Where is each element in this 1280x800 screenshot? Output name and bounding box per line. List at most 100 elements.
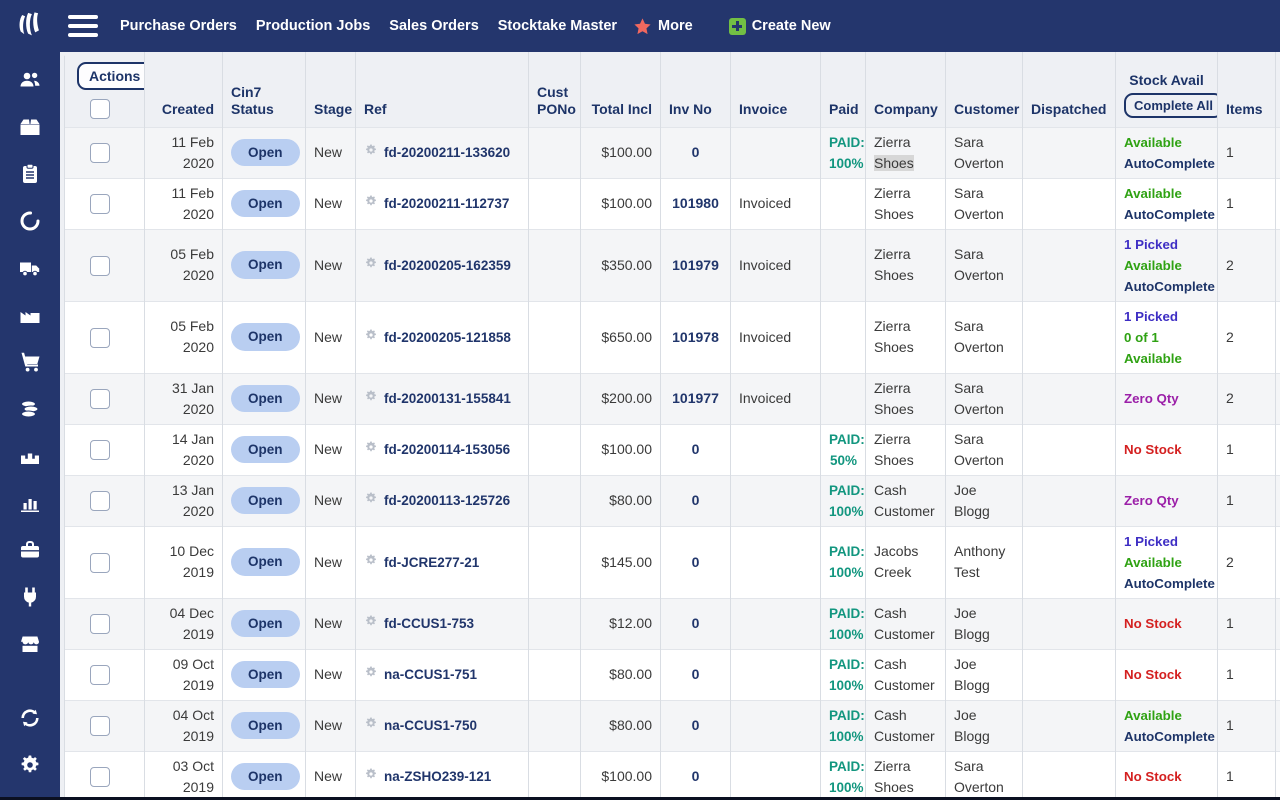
row-checkbox[interactable] xyxy=(90,716,110,737)
ref-link[interactable]: na-CCUS1-750 xyxy=(384,718,478,733)
status-badge[interactable]: Open xyxy=(231,384,300,413)
ref-link[interactable]: fd-20200205-162359 xyxy=(384,257,511,273)
clipboard-icon[interactable] xyxy=(18,162,42,186)
invno-link[interactable]: 101978 xyxy=(672,328,719,345)
row-checkbox[interactable] xyxy=(90,491,110,512)
status-badge[interactable]: Open xyxy=(231,486,300,515)
col-company[interactable]: Company xyxy=(865,52,946,127)
status-badge[interactable]: Open xyxy=(231,762,300,791)
row-checkbox[interactable] xyxy=(90,194,110,215)
row-checkbox[interactable] xyxy=(90,389,110,410)
ref-link[interactable]: na-CCUS1-751 xyxy=(384,667,478,682)
store-icon[interactable] xyxy=(18,632,42,656)
autocomplete-link[interactable]: AutoComplete xyxy=(1124,728,1215,744)
ref-link[interactable]: fd-20200211-133620 xyxy=(384,145,511,160)
col-inv-no[interactable]: Inv No xyxy=(660,52,731,127)
ref-link[interactable]: fd-20200211-112737 xyxy=(384,196,510,211)
row-checkbox[interactable] xyxy=(90,665,110,686)
status-badge[interactable]: Open xyxy=(231,711,300,740)
package-icon[interactable] xyxy=(18,115,42,139)
ref-cell: fd-20200113-125726 xyxy=(355,474,529,526)
customer-cell: Sara Overton xyxy=(945,300,1023,373)
bar-chart-icon[interactable] xyxy=(18,491,42,515)
actions-button[interactable]: Actions ▾ xyxy=(77,62,145,90)
status-badge[interactable]: Open xyxy=(231,323,300,351)
users-icon[interactable] xyxy=(18,68,42,92)
cart-icon[interactable] xyxy=(18,350,42,374)
autocomplete-link[interactable]: AutoComplete xyxy=(1124,575,1215,591)
invno-link[interactable]: 0 xyxy=(691,144,700,160)
invno-link[interactable]: 0 xyxy=(691,666,700,682)
inv-no-cell: 101980 xyxy=(660,177,731,229)
col-invoice[interactable]: Invoice xyxy=(730,52,821,127)
col-customer[interactable]: Customer xyxy=(945,52,1023,127)
nav-link[interactable]: Purchase Orders xyxy=(120,18,237,34)
select-all-checkbox[interactable] xyxy=(90,98,110,119)
progress-circle-icon[interactable] xyxy=(18,209,42,233)
col-ref[interactable]: Ref xyxy=(355,52,529,127)
nav-link[interactable]: Stocktake Master xyxy=(497,18,618,34)
ref-link[interactable]: fd-20200113-125726 xyxy=(384,493,511,508)
invno-link[interactable]: 0 xyxy=(691,615,700,631)
ref-link[interactable]: fd-CCUS1-753 xyxy=(384,616,475,631)
autocomplete-link[interactable]: AutoComplete xyxy=(1124,278,1215,294)
col-items[interactable]: Items xyxy=(1217,52,1276,127)
complete-all-button[interactable]: Complete All xyxy=(1124,92,1218,118)
status-badge[interactable]: Open xyxy=(231,660,300,689)
stage-cell: New xyxy=(305,750,356,800)
invno-link[interactable]: 0 xyxy=(691,492,700,508)
invno-link[interactable]: 101979 xyxy=(672,256,719,273)
status-badge[interactable]: Open xyxy=(231,435,300,464)
row-checkbox[interactable] xyxy=(90,614,110,635)
status-badge[interactable]: Open xyxy=(231,251,300,279)
modules-icon[interactable] xyxy=(18,444,42,468)
ref-link[interactable]: fd-JCRE277-21 xyxy=(384,554,480,570)
menu-icon[interactable] xyxy=(68,15,98,37)
nav-more[interactable]: More xyxy=(633,17,693,36)
ref-link[interactable]: na-ZSHO239-121 xyxy=(384,769,492,784)
status-badge[interactable]: Open xyxy=(231,609,300,638)
ref-link[interactable]: fd-20200131-155841 xyxy=(384,391,511,406)
items-cell: 1 xyxy=(1217,750,1276,800)
col-total-incl[interactable]: Total Incl xyxy=(580,52,661,127)
col-created[interactable]: Created xyxy=(144,52,223,127)
factory-icon[interactable] xyxy=(18,303,42,327)
status-badge[interactable]: Open xyxy=(231,138,300,167)
status-badge[interactable]: Open xyxy=(231,548,300,576)
autocomplete-link[interactable]: AutoComplete xyxy=(1124,155,1215,171)
row-checkbox[interactable] xyxy=(90,143,110,164)
cin7-logo[interactable] xyxy=(12,9,46,43)
nav-link[interactable]: Production Jobs xyxy=(255,18,371,34)
col-dispatched[interactable]: Dispatched xyxy=(1022,52,1116,127)
row-checkbox[interactable] xyxy=(90,552,110,573)
invno-link[interactable]: 0 xyxy=(691,717,700,733)
company-cell: Zierra Shoes xyxy=(865,228,946,301)
nav-create-new[interactable]: Create New xyxy=(728,17,831,35)
status-badge[interactable]: Open xyxy=(231,189,300,218)
invno-link[interactable]: 0 xyxy=(691,441,700,457)
invno-link[interactable]: 101980 xyxy=(672,195,719,211)
truck-icon[interactable] xyxy=(18,256,42,280)
briefcase-icon[interactable] xyxy=(18,538,42,562)
invno-link[interactable]: 101977 xyxy=(672,390,719,406)
ref-link[interactable]: fd-20200114-153056 xyxy=(384,442,511,457)
row-checkbox[interactable] xyxy=(90,327,110,348)
col-cust-pono[interactable]: Cust PONo xyxy=(528,52,581,127)
plug-icon[interactable] xyxy=(18,585,42,609)
col-stage[interactable]: Stage xyxy=(305,52,356,127)
ref-link[interactable]: fd-20200205-121858 xyxy=(384,329,511,345)
coins-icon[interactable] xyxy=(18,397,42,421)
col-paid[interactable]: Paid xyxy=(820,52,866,127)
stage-cell: New xyxy=(305,300,356,373)
row-checkbox[interactable] xyxy=(90,255,110,276)
refresh-icon[interactable] xyxy=(18,706,42,730)
autocomplete-link[interactable]: AutoComplete xyxy=(1124,206,1215,222)
row-checkbox[interactable] xyxy=(90,767,110,788)
row-checkbox[interactable] xyxy=(90,440,110,461)
col-cin7-status[interactable]: Cin7 Status xyxy=(222,52,306,127)
stock-status-text: Zero Qty xyxy=(1124,391,1179,406)
invno-link[interactable]: 0 xyxy=(691,768,700,784)
nav-link[interactable]: Sales Orders xyxy=(389,18,479,34)
gear-icon[interactable] xyxy=(18,753,42,777)
invno-link[interactable]: 0 xyxy=(691,553,700,570)
